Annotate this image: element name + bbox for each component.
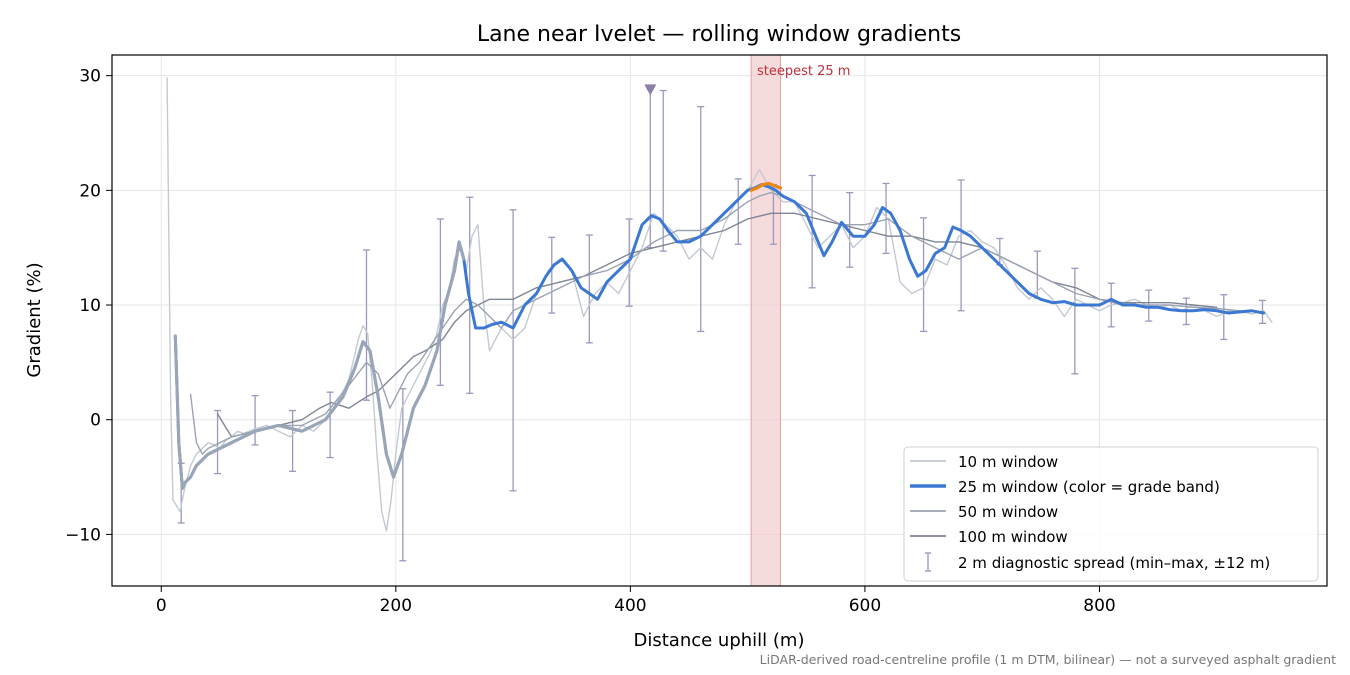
- y-tick-label: 30: [79, 67, 101, 87]
- spread-bar: [251, 394, 259, 446]
- spread-bar: [734, 178, 742, 245]
- plot-frame: [111, 54, 1328, 587]
- spread-bar: [289, 409, 297, 472]
- legend-swatch-spread: [925, 552, 931, 572]
- diagnostic-spread-bars: [177, 88, 1266, 562]
- spread-bar: [808, 174, 816, 289]
- axes: 0 200 400 600 800 −10 0 10 20 30: [65, 54, 1328, 616]
- spread-bar: [509, 209, 517, 492]
- spread-bar: [362, 249, 370, 401]
- legend-label-w100: 100 m window: [958, 528, 1068, 546]
- series-lines: [166, 77, 1273, 532]
- footnote: LiDAR-derived road-centreline profile (1…: [760, 652, 1336, 667]
- x-tick-label: 400: [614, 596, 646, 616]
- spread-bar: [585, 234, 593, 344]
- spread-bar: [214, 409, 222, 475]
- spread-bar: [548, 236, 556, 314]
- y-tick-label: 10: [79, 296, 101, 316]
- x-axis-label: Distance uphill (m): [634, 630, 805, 651]
- spread-bar: [1220, 294, 1228, 341]
- y-tick-label: 20: [79, 181, 101, 201]
- series-line-w25-low-band: [173, 240, 466, 490]
- x-tick-label: 800: [1083, 596, 1115, 616]
- spread-bar: [920, 217, 928, 333]
- x-tick-label: 0: [156, 596, 167, 616]
- chart-title: Lane near Ivelet — rolling window gradie…: [477, 22, 961, 47]
- legend-label-w25: 25 m window (color = grade band): [958, 478, 1220, 496]
- legend-box: [903, 446, 1319, 582]
- legend-label-w50: 50 m window: [958, 503, 1058, 521]
- y-tick-label: 0: [90, 411, 101, 431]
- steepest-span: [750, 55, 781, 586]
- y-axis-label: Gradient (%): [24, 262, 45, 377]
- spread-bar: [625, 218, 633, 307]
- series-line-w50: [189, 191, 1265, 455]
- series-line-w25: [173, 183, 1266, 490]
- legend-label-w10: 10 m window: [958, 453, 1058, 471]
- x-tick-label: 200: [380, 596, 412, 616]
- legend: 10 m window 25 m window (color = grade b…: [903, 446, 1319, 582]
- spread-bar: [882, 182, 890, 255]
- legend-label-spread: 2 m diagnostic spread (min–max, ±12 m): [958, 554, 1270, 572]
- steepest-span-band: [751, 55, 781, 586]
- spread-bar: [957, 179, 965, 312]
- spread-bar: [1071, 267, 1079, 375]
- spread-bar: [697, 105, 705, 333]
- spread-bar: [436, 218, 444, 386]
- spread-bar: [326, 391, 334, 459]
- steepest-annotation: steepest 25 m: [757, 64, 850, 79]
- marker-layer: [644, 84, 657, 96]
- peak-marker: [644, 84, 657, 96]
- series-line-w25-steepest: [749, 181, 783, 192]
- y-tick-label: −10: [65, 525, 101, 545]
- x-tick-label: 600: [849, 596, 881, 616]
